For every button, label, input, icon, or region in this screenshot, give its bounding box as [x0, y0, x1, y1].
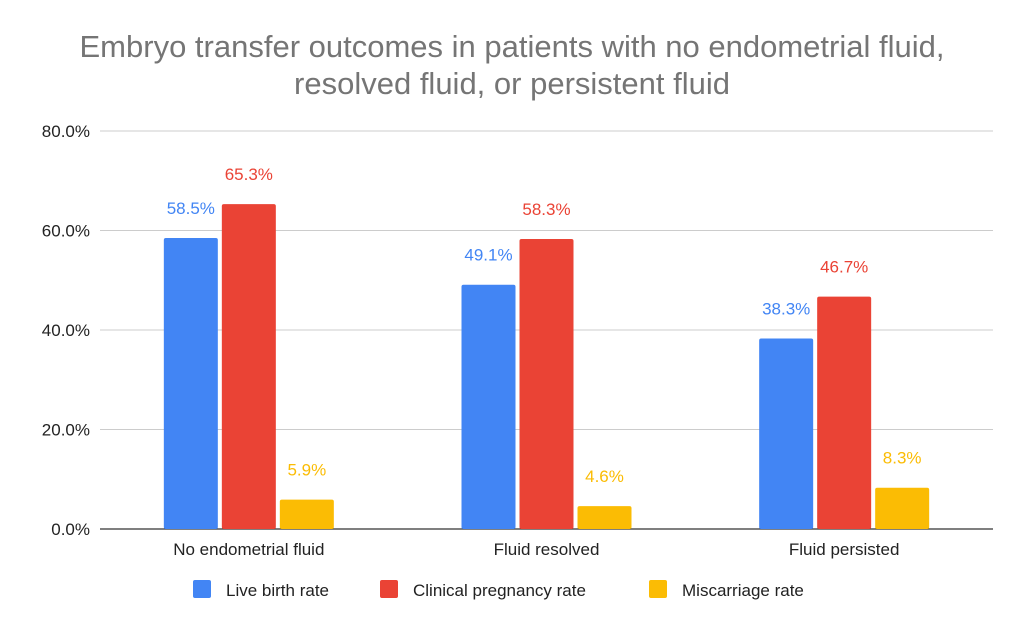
- data-label-clinical-pregnancy-rate-no-endometrial-fluid: 65.3%: [225, 165, 273, 184]
- data-label-clinical-pregnancy-rate-fluid-persisted: 46.7%: [820, 258, 868, 277]
- bar-live-birth-rate-fluid-persisted: [759, 338, 814, 529]
- bar-live-birth-rate-no-endometrial-fluid: [163, 237, 218, 529]
- data-label-live-birth-rate-no-endometrial-fluid: 58.5%: [167, 199, 215, 218]
- x-axis-categories: No endometrial fluid Fluid resolved Fluid …: [173, 540, 899, 559]
- legend-label: Clinical pregnancy rate: [413, 581, 586, 600]
- legend-swatch: [380, 580, 398, 598]
- legend-item-clinical-pregnancy-rate: Clinical pregnancy rate: [380, 580, 586, 600]
- bars: [163, 204, 930, 529]
- y-tick-label: 20.0%: [42, 421, 90, 440]
- data-label-miscarriage-rate-fluid-persisted: 8.3%: [883, 449, 922, 468]
- chart-title-line-1: Embryo transfer outcomes in patients wit…: [79, 29, 945, 64]
- legend-item-miscarriage-rate: Miscarriage rate: [649, 580, 804, 600]
- y-tick-label: 60.0%: [42, 222, 90, 241]
- legend-swatch: [193, 580, 211, 598]
- bar-clinical-pregnancy-rate-fluid-persisted: [817, 296, 872, 529]
- bar-miscarriage-rate-no-endometrial-fluid: [279, 499, 334, 529]
- y-tick-label: 40.0%: [42, 321, 90, 340]
- chart-title: Embryo transfer outcomes in patients wit…: [0, 28, 1024, 102]
- bar-live-birth-rate-fluid-resolved: [461, 284, 516, 529]
- legend-swatch: [649, 580, 667, 598]
- y-tick-label: 0.0%: [51, 520, 90, 539]
- bar-miscarriage-rate-fluid-resolved: [577, 506, 632, 529]
- chart-title-line-2: resolved fluid, or persistent fluid: [294, 66, 730, 101]
- data-label-clinical-pregnancy-rate-fluid-resolved: 58.3%: [522, 200, 570, 219]
- legend-label: Live birth rate: [226, 581, 329, 600]
- data-label-live-birth-rate-fluid-resolved: 49.1%: [464, 246, 512, 265]
- x-category-label: Fluid persisted: [789, 540, 900, 559]
- bar-miscarriage-rate-fluid-persisted: [875, 487, 930, 529]
- y-tick-label: 80.0%: [42, 122, 90, 141]
- data-label-live-birth-rate-fluid-persisted: 38.3%: [762, 299, 810, 318]
- legend: Live birth rate Clinical pregnancy rate Mi…: [193, 580, 804, 600]
- bar-clinical-pregnancy-rate-fluid-resolved: [519, 238, 574, 529]
- data-labels: 58.5% 65.3% 5.9% 49.1% 58.3% 4.6% 38.3% 46.7% 8.…: [167, 165, 922, 486]
- x-category-label: No endometrial fluid: [173, 540, 324, 559]
- legend-label: Miscarriage rate: [682, 581, 804, 600]
- bar-clinical-pregnancy-rate-no-endometrial-fluid: [221, 204, 276, 529]
- x-category-label: Fluid resolved: [494, 540, 600, 559]
- data-label-miscarriage-rate-no-endometrial-fluid: 5.9%: [287, 461, 326, 480]
- y-axis-ticks: 0.0% 20.0% 40.0% 60.0% 80.0%: [42, 122, 90, 539]
- legend-item-live-birth-rate: Live birth rate: [193, 580, 329, 600]
- data-label-miscarriage-rate-fluid-resolved: 4.6%: [585, 467, 624, 486]
